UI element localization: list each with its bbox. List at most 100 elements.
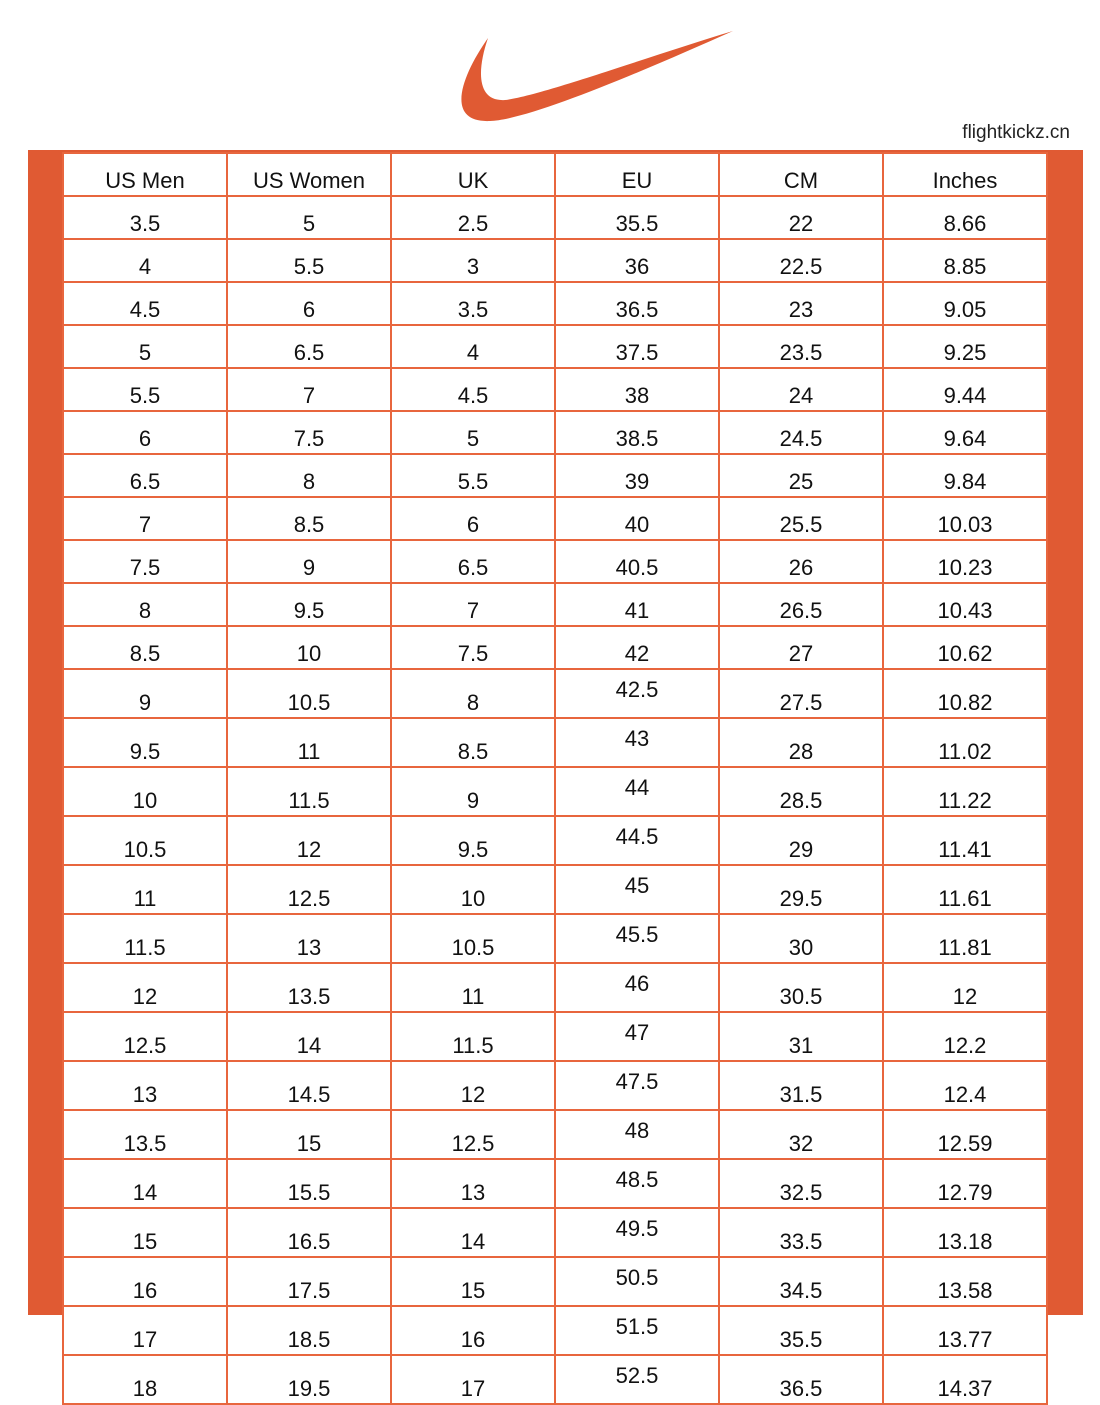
table-cell: 8 <box>390 668 556 719</box>
table-cell: 23.5 <box>718 324 884 369</box>
column-header: Inches <box>882 152 1048 197</box>
table-cell: 13 <box>390 1158 556 1209</box>
table-cell: 8.66 <box>882 195 1048 240</box>
table-cell: 13 <box>62 1060 228 1111</box>
table-cell: 12 <box>62 962 228 1013</box>
table-cell: 5 <box>226 195 392 240</box>
table-cell: 6.5 <box>226 324 392 369</box>
table-row: 11 12.5 10 45 29.5 11.61 <box>62 864 1048 915</box>
table-cell: 8 <box>226 453 392 498</box>
table-cell: 7 <box>390 582 556 627</box>
table-row: 12.5 14 11.5 47 31 12.2 <box>62 1011 1048 1062</box>
table-cell: 22 <box>718 195 884 240</box>
table-row: 11.5 13 10.5 45.5 30 11.81 <box>62 913 1048 964</box>
table-cell: 47.5 <box>554 1060 720 1111</box>
table-cell: 10.23 <box>882 539 1048 584</box>
table-cell: 11 <box>390 962 556 1013</box>
table-cell: 45 <box>554 864 720 915</box>
table-row: 6 7.5 5 38.5 24.5 9.64 <box>62 410 1048 455</box>
table-cell: 28.5 <box>718 766 884 817</box>
table-cell: 24 <box>718 367 884 412</box>
table-cell: 15 <box>62 1207 228 1258</box>
table-cell: 35.5 <box>554 195 720 240</box>
table-cell: 47 <box>554 1011 720 1062</box>
table-cell: 16 <box>390 1305 556 1356</box>
table-cell: 8 <box>62 582 228 627</box>
table-cell: 9.05 <box>882 281 1048 326</box>
table-cell: 11.61 <box>882 864 1048 915</box>
table-cell: 10.82 <box>882 668 1048 719</box>
table-row: 17 18.5 16 51.5 35.5 13.77 <box>62 1305 1048 1356</box>
table-cell: 14.5 <box>226 1060 392 1111</box>
watermark-text: flightkickz.cn <box>962 122 1070 143</box>
column-header: CM <box>718 152 884 197</box>
table-cell: 10 <box>62 766 228 817</box>
table-cell: 8.5 <box>226 496 392 541</box>
table-cell: 37.5 <box>554 324 720 369</box>
table-cell: 5 <box>390 410 556 455</box>
table-cell: 10.62 <box>882 625 1048 670</box>
table-cell: 52.5 <box>554 1354 720 1405</box>
table-row: 4.5 6 3.5 36.5 23 9.05 <box>62 281 1048 326</box>
table-cell: 11 <box>226 717 392 768</box>
table-cell: 46 <box>554 962 720 1013</box>
table-cell: 8.5 <box>390 717 556 768</box>
table-row: 5 6.5 4 37.5 23.5 9.25 <box>62 324 1048 369</box>
table-cell: 44.5 <box>554 815 720 866</box>
table-cell: 29 <box>718 815 884 866</box>
column-header: EU <box>554 152 720 197</box>
table-cell: 38 <box>554 367 720 412</box>
table-cell: 8.85 <box>882 238 1048 283</box>
table-cell: 17.5 <box>226 1256 392 1307</box>
table-cell: 11.41 <box>882 815 1048 866</box>
table-cell: 13.18 <box>882 1207 1048 1258</box>
table-row: 13.5 15 12.5 48 32 12.59 <box>62 1109 1048 1160</box>
table-cell: 19.5 <box>226 1354 392 1405</box>
table-cell: 6 <box>62 410 228 455</box>
table-cell: 32 <box>718 1109 884 1160</box>
table-cell: 10 <box>390 864 556 915</box>
table-cell: 10.5 <box>390 913 556 964</box>
table-cell: 30.5 <box>718 962 884 1013</box>
table-cell: 18 <box>62 1354 228 1405</box>
table-cell: 7.5 <box>226 410 392 455</box>
table-cell: 7.5 <box>62 539 228 584</box>
table-cell: 42.5 <box>554 668 720 719</box>
table-cell: 48.5 <box>554 1158 720 1209</box>
table-cell: 27 <box>718 625 884 670</box>
table-cell: 12.59 <box>882 1109 1048 1160</box>
table-row: 16 17.5 15 50.5 34.5 13.58 <box>62 1256 1048 1307</box>
table-cell: 33.5 <box>718 1207 884 1258</box>
table-cell: 36 <box>554 238 720 283</box>
table-row: 7 8.5 6 40 25.5 10.03 <box>62 496 1048 541</box>
table-cell: 13.5 <box>226 962 392 1013</box>
table-cell: 12 <box>390 1060 556 1111</box>
table-row: 10.5 12 9.5 44.5 29 11.41 <box>62 815 1048 866</box>
table-cell: 50.5 <box>554 1256 720 1307</box>
table-cell: 26.5 <box>718 582 884 627</box>
table-cell: 25.5 <box>718 496 884 541</box>
table-cell: 3.5 <box>390 281 556 326</box>
table-cell: 5.5 <box>62 367 228 412</box>
table-cell: 38.5 <box>554 410 720 455</box>
table-cell: 9.5 <box>62 717 228 768</box>
table-cell: 12 <box>882 962 1048 1013</box>
table-cell: 15.5 <box>226 1158 392 1209</box>
table-cell: 6 <box>226 281 392 326</box>
table-cell: 36.5 <box>718 1354 884 1405</box>
table-cell: 8.5 <box>62 625 228 670</box>
table-cell: 6.5 <box>62 453 228 498</box>
table-cell: 40 <box>554 496 720 541</box>
table-cell: 4.5 <box>390 367 556 412</box>
table-cell: 11.02 <box>882 717 1048 768</box>
table-cell: 12 <box>226 815 392 866</box>
table-cell: 5.5 <box>226 238 392 283</box>
table-cell: 14 <box>390 1207 556 1258</box>
table-cell: 26 <box>718 539 884 584</box>
table-cell: 31.5 <box>718 1060 884 1111</box>
table-cell: 22.5 <box>718 238 884 283</box>
table-cell: 9 <box>226 539 392 584</box>
table-row: 5.5 7 4.5 38 24 9.44 <box>62 367 1048 412</box>
table-cell: 49.5 <box>554 1207 720 1258</box>
table-cell: 40.5 <box>554 539 720 584</box>
